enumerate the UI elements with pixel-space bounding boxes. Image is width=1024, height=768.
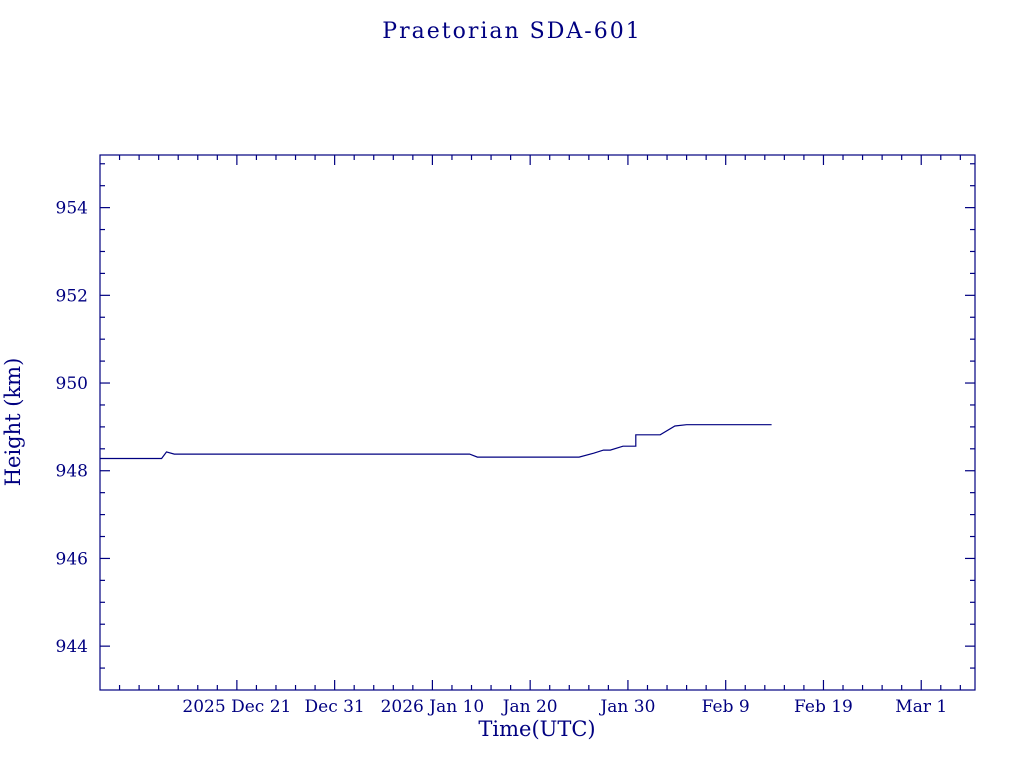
svg-text:Feb 19: Feb 19 [794,697,853,717]
svg-text:946: 946 [56,549,88,569]
svg-text:Dec 31: Dec 31 [305,697,365,717]
y-axis-label: Height (km) [1,358,25,487]
svg-text:944: 944 [56,637,88,657]
svg-text:Jan 20: Jan 20 [501,697,558,717]
svg-text:2026 Jan 10: 2026 Jan 10 [381,697,485,717]
svg-text:954: 954 [56,199,88,219]
chart-title: Praetorian SDA-601 [382,19,641,44]
svg-text:948: 948 [56,462,88,482]
svg-text:2025 Dec 21: 2025 Dec 21 [182,697,291,717]
svg-text:Mar 1: Mar 1 [895,697,947,717]
plot-area: 2025 Dec 21 Dec 31 2026 Jan 10 Jan 20 Jan 30… [56,154,976,717]
svg-text:952: 952 [56,286,88,306]
x-axis-label: Time(UTC) [478,717,595,741]
svg-text:Jan 30: Jan 30 [598,697,655,717]
svg-text:Feb 9: Feb 9 [702,697,750,717]
svg-text:950: 950 [56,374,88,394]
